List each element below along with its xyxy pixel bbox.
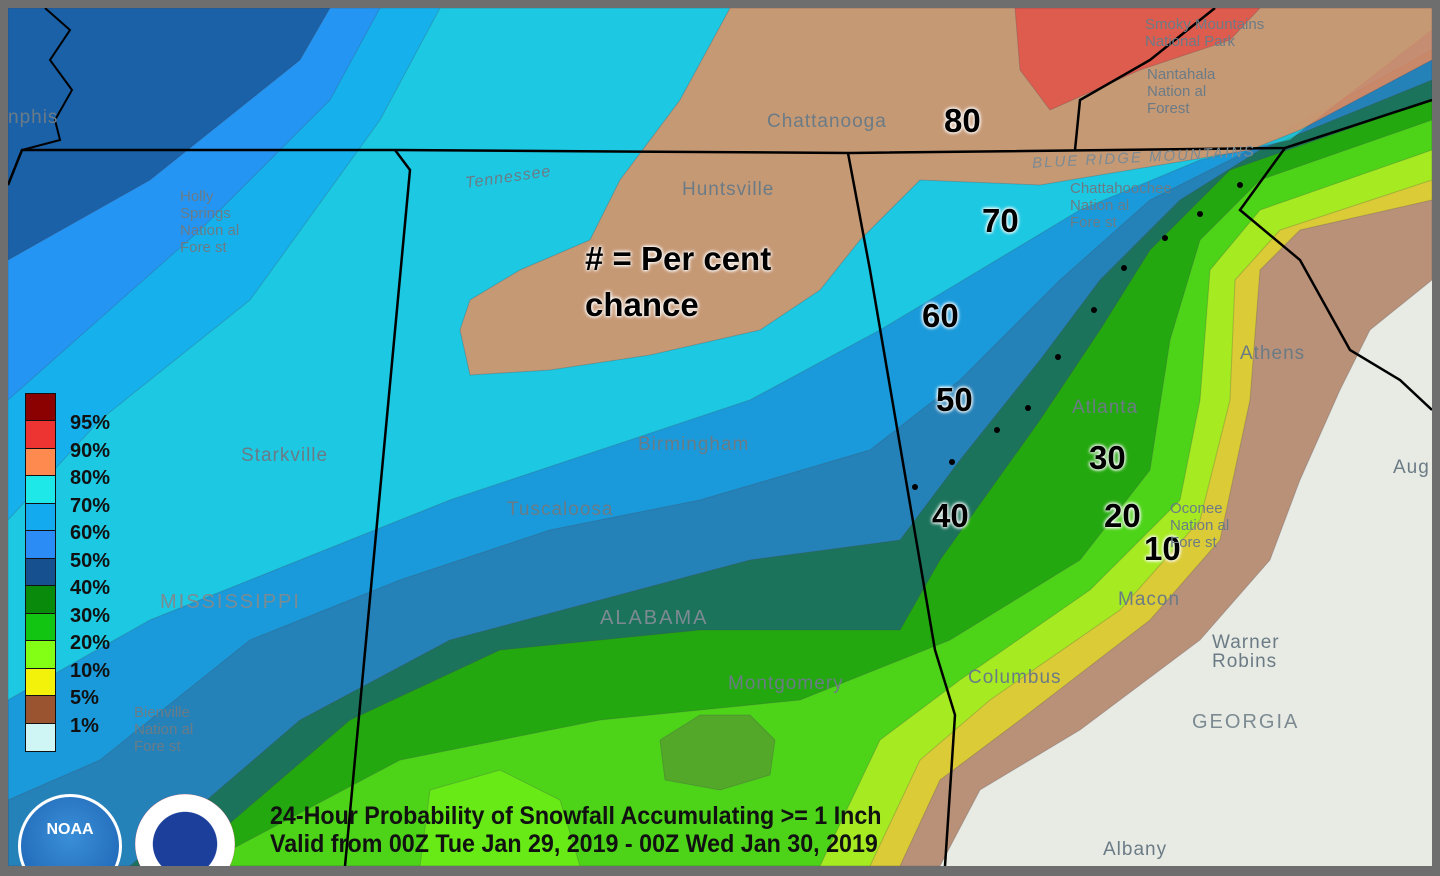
dotted-line-point [994, 427, 1000, 433]
forest-label: Oconee Nation al Fore st [1170, 500, 1230, 551]
dotted-line-point [912, 484, 918, 490]
dotted-line-point [1197, 211, 1203, 217]
contour-label-30: 30 [1089, 439, 1126, 476]
contour-10pct-bottom [419, 769, 581, 866]
contour-70pct [8, 8, 1432, 866]
legend-swatch [25, 475, 56, 504]
contour-label-40: 40 [932, 497, 969, 534]
state-border-ms-al [343, 149, 412, 866]
map-valid-time: Valid from 00Z Tue Jan 29, 2019 - 00Z We… [270, 830, 878, 858]
place-label: Starkville [241, 445, 329, 466]
state-border-ga-sc [1238, 147, 1432, 411]
legend: 95% 90% 80% 70% 60% 50% 40% 30% 20% 10% 5% 1% [25, 392, 110, 752]
note-line-2: chance [585, 286, 699, 323]
state-border-tn [8, 98, 1432, 186]
place-label: Albany [1103, 839, 1168, 860]
contour-blob [659, 714, 776, 791]
dotted-line-point [1091, 307, 1097, 313]
legend-swatch [25, 722, 56, 752]
legend-swatch [25, 530, 56, 559]
legend-label: 95% [70, 412, 111, 434]
place-label: Columbus [968, 667, 1062, 688]
legend-swatch [25, 695, 56, 724]
forest-label: Bienville Nation al Fore st [134, 704, 194, 755]
place-label: Birmingham [638, 434, 750, 455]
contour-40pct-nw [8, 8, 331, 261]
contour-label-50: 50 [936, 381, 973, 418]
legend-label: 5% [70, 687, 99, 709]
legend-swatch [25, 557, 56, 587]
place-label: nphis [8, 107, 59, 128]
place-label: Huntsville [682, 179, 775, 200]
legend-label: 20% [70, 632, 111, 654]
legend-label: 60% [70, 522, 111, 544]
place-label: Aug [1393, 457, 1430, 478]
legend-swatch [25, 392, 56, 422]
legend-swatch [25, 420, 56, 449]
forest-label: Chattahoochee Nation al Fore st [1070, 180, 1172, 231]
place-label: Atlanta [1072, 397, 1139, 418]
dotted-line-point [1025, 405, 1031, 411]
dotted-line-point [1162, 235, 1168, 241]
dotted-line-point [1121, 265, 1127, 271]
map-canvas [8, 8, 1432, 866]
legend-label: 40% [70, 577, 111, 599]
forest-label: Holly Springs Nation al Fore st [180, 188, 240, 256]
state-label: MISSISSIPPI [160, 591, 301, 613]
legend-swatch [25, 612, 56, 642]
nws-logo [135, 794, 235, 866]
place-label: Athens [1240, 343, 1306, 364]
contour-label-80: 80 [944, 102, 981, 139]
legend-note: # = Per cent chance [585, 236, 771, 328]
place-label: Montgomery [728, 673, 844, 694]
map-title: 24-Hour Probability of Snowfall Accumula… [270, 802, 882, 830]
legend-swatch [25, 502, 56, 532]
dotted-line-point [1237, 182, 1243, 188]
legend-swatch [25, 447, 56, 477]
place-label: Warner Robins [1212, 632, 1280, 672]
legend-swatch [25, 640, 56, 669]
forest-label: Nantahala Nation al Forest [1147, 66, 1216, 117]
legend-label: 10% [70, 659, 111, 682]
contour-label-10: 10 [1144, 530, 1181, 567]
legend-label: 30% [70, 604, 111, 627]
state-border-al-ga [846, 152, 957, 866]
place-label: Macon [1118, 589, 1181, 610]
legend-label: 1% [70, 714, 99, 737]
forest-label: Smoky Mountains National Park [1145, 16, 1265, 50]
note-line-1: # = Per cent [585, 240, 772, 277]
legend-label: 90% [70, 439, 111, 462]
snowfall-probability-map: 80 70 60 50 40 30 20 10 Chattanooga Huntsville Bir… [8, 8, 1432, 866]
contour-80pct [459, 8, 1432, 376]
dotted-line-point [1055, 354, 1061, 360]
legend-swatch [25, 585, 56, 614]
state-label: ALABAMA [600, 607, 709, 629]
legend-swatch [25, 667, 56, 697]
dotted-line-point [949, 459, 955, 465]
legend-label: 70% [70, 494, 111, 517]
contour-label-60: 60 [922, 297, 959, 334]
contour-90pct [1014, 8, 1261, 111]
contour-label-70: 70 [982, 202, 1019, 239]
place-label: Tuscaloosa [507, 499, 614, 520]
state-border-nc [1073, 8, 1216, 151]
mississippi-river-border [21, 8, 74, 151]
state-label: GEORGIA [1192, 711, 1300, 733]
legend-label: 80% [70, 467, 111, 489]
legend-label: 50% [70, 549, 111, 572]
place-label: Chattanooga [767, 111, 887, 132]
contour-label-20: 20 [1104, 497, 1141, 534]
